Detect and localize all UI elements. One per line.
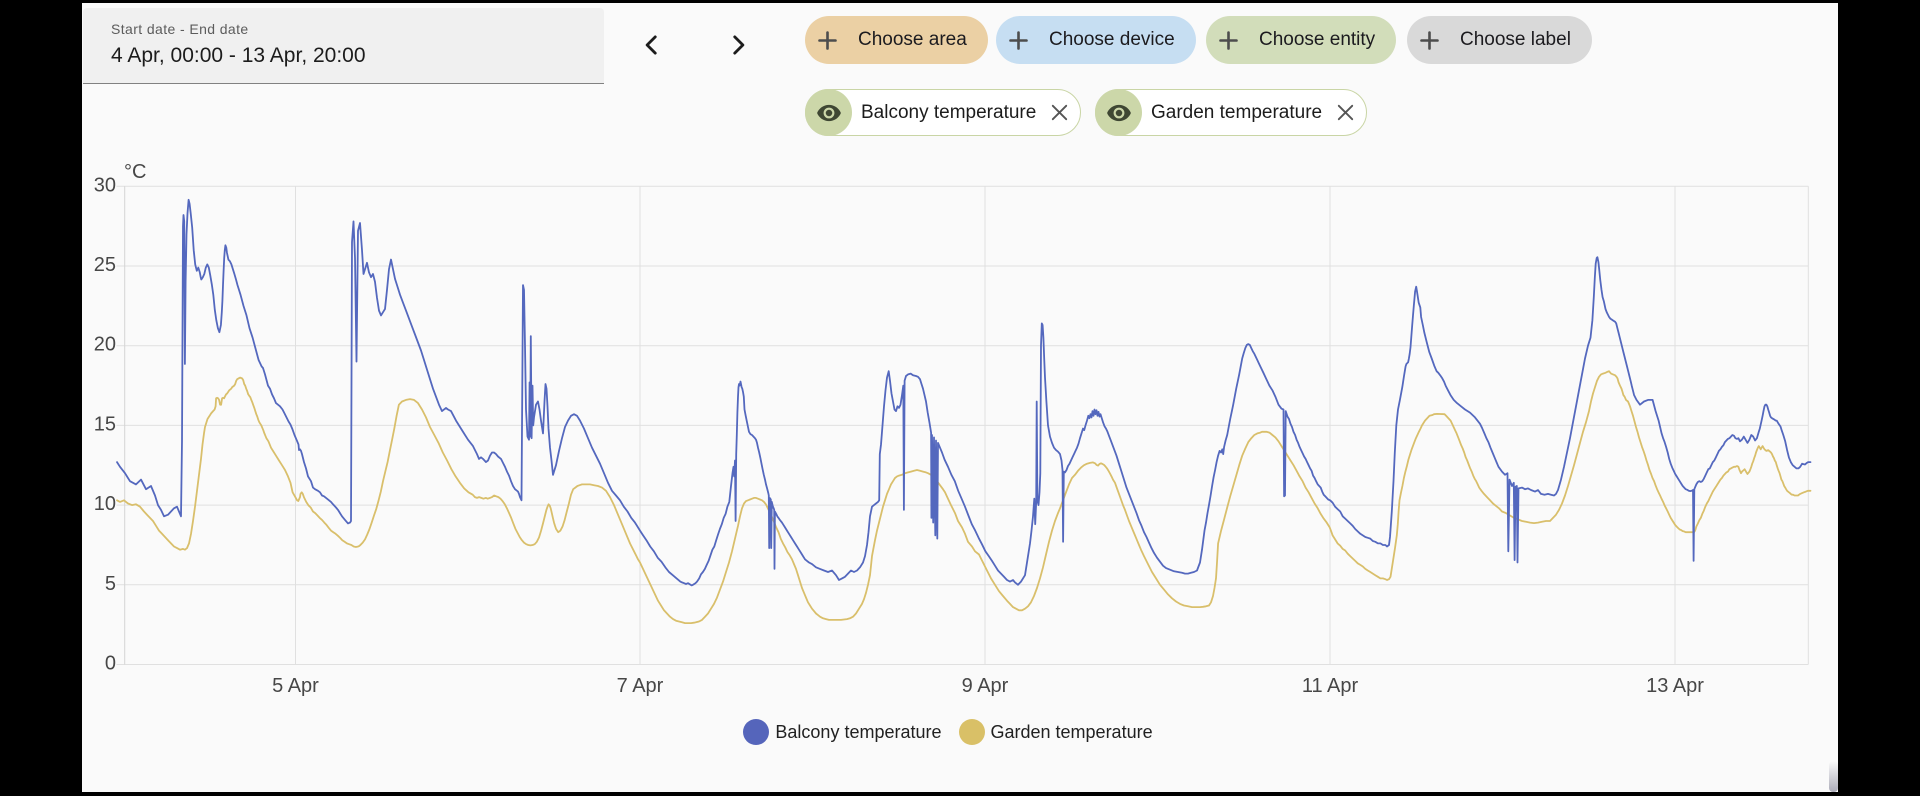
svg-text:7 Apr: 7 Apr xyxy=(617,675,664,697)
svg-text:9 Apr: 9 Apr xyxy=(962,675,1009,697)
svg-text:11 Apr: 11 Apr xyxy=(1302,675,1359,697)
svg-text:30: 30 xyxy=(94,174,116,196)
svg-text:5: 5 xyxy=(105,573,116,595)
svg-text:°C: °C xyxy=(124,161,146,183)
svg-text:25: 25 xyxy=(94,254,116,276)
svg-text:10: 10 xyxy=(94,493,116,515)
svg-text:13 Apr: 13 Apr xyxy=(1646,675,1704,697)
svg-text:20: 20 xyxy=(94,334,116,356)
svg-text:15: 15 xyxy=(94,413,116,435)
svg-text:5 Apr: 5 Apr xyxy=(272,675,319,697)
svg-text:0: 0 xyxy=(105,653,116,675)
